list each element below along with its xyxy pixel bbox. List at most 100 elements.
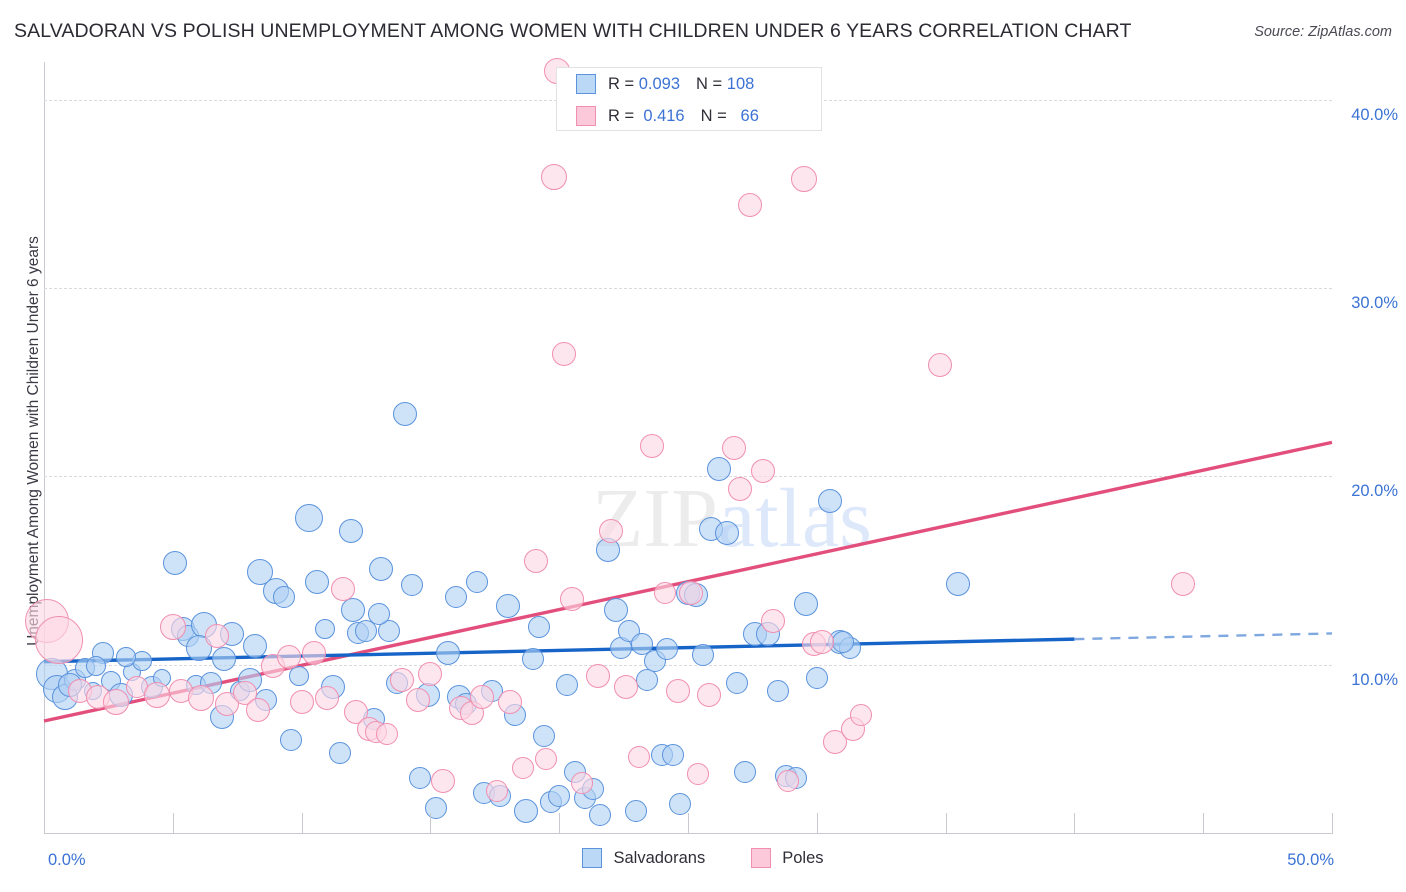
data-point-blue[interactable] — [338, 518, 363, 543]
data-point-pink[interactable] — [696, 682, 721, 707]
data-point-blue[interactable] — [656, 638, 679, 661]
data-point-pink[interactable] — [571, 772, 594, 795]
data-point-pink[interactable] — [1170, 571, 1195, 596]
data-point-blue[interactable] — [378, 619, 401, 642]
data-point-blue[interactable] — [527, 615, 550, 638]
data-point-pink[interactable] — [928, 353, 953, 378]
data-point-pink[interactable] — [653, 581, 676, 604]
data-point-blue[interactable] — [445, 585, 468, 608]
data-point-blue[interactable] — [314, 618, 335, 639]
data-point-pink[interactable] — [469, 684, 494, 709]
data-point-blue[interactable] — [495, 594, 520, 619]
data-point-blue[interactable] — [424, 796, 447, 819]
legend-item-poles[interactable]: Poles — [751, 848, 824, 868]
data-point-blue[interactable] — [85, 656, 106, 677]
data-point-pink[interactable] — [144, 681, 171, 708]
data-point-blue[interactable] — [436, 641, 461, 666]
data-point-pink[interactable] — [598, 518, 623, 543]
data-point-blue[interactable] — [635, 668, 658, 691]
data-point-pink[interactable] — [790, 165, 817, 192]
data-point-blue[interactable] — [555, 674, 578, 697]
data-point-blue[interactable] — [603, 597, 628, 622]
data-point-pink[interactable] — [276, 645, 301, 669]
data-point-pink[interactable] — [315, 686, 340, 711]
data-point-blue[interactable] — [305, 569, 330, 594]
data-point-pink[interactable] — [330, 577, 355, 602]
data-point-pink[interactable] — [560, 586, 585, 611]
data-point-pink[interactable] — [431, 769, 456, 794]
data-point-pink[interactable] — [585, 663, 610, 688]
data-point-blue[interactable] — [767, 679, 790, 702]
data-point-pink[interactable] — [678, 580, 703, 605]
data-point-pink[interactable] — [159, 613, 186, 640]
data-point-pink[interactable] — [289, 690, 314, 715]
data-point-blue[interactable] — [706, 456, 731, 481]
data-point-pink[interactable] — [498, 690, 523, 715]
data-point-blue[interactable] — [355, 619, 377, 642]
data-point-pink[interactable] — [628, 745, 651, 768]
data-point-pink[interactable] — [524, 548, 549, 573]
data-point-pink[interactable] — [552, 341, 577, 366]
data-point-blue[interactable] — [661, 743, 684, 766]
data-point-blue[interactable] — [817, 488, 842, 513]
data-point-blue[interactable] — [163, 550, 188, 575]
data-point-blue[interactable] — [946, 571, 971, 596]
data-point-pink[interactable] — [777, 770, 800, 793]
data-point-pink[interactable] — [639, 434, 664, 459]
data-point-blue[interactable] — [831, 630, 854, 653]
data-point-blue[interactable] — [409, 766, 432, 789]
data-point-pink[interactable] — [204, 624, 229, 649]
data-point-blue[interactable] — [513, 799, 538, 824]
data-point-pink[interactable] — [665, 678, 690, 703]
data-point-blue[interactable] — [341, 597, 366, 622]
data-point-blue[interactable] — [692, 644, 715, 667]
data-point-blue[interactable] — [212, 646, 237, 671]
data-point-pink[interactable] — [390, 667, 415, 692]
data-point-pink[interactable] — [535, 747, 558, 770]
data-point-blue[interactable] — [116, 647, 137, 667]
data-point-pink[interactable] — [809, 629, 834, 654]
data-point-blue[interactable] — [589, 804, 612, 827]
data-point-pink[interactable] — [486, 779, 509, 802]
data-point-pink[interactable] — [35, 616, 84, 665]
data-point-blue[interactable] — [329, 742, 352, 765]
data-point-blue[interactable] — [243, 633, 268, 658]
data-point-pink[interactable] — [737, 193, 762, 218]
data-point-pink[interactable] — [727, 477, 752, 502]
data-point-pink[interactable] — [188, 685, 215, 712]
data-point-pink[interactable] — [375, 723, 398, 746]
data-point-blue[interactable] — [280, 728, 303, 751]
data-point-blue[interactable] — [272, 585, 295, 608]
data-point-pink[interactable] — [750, 458, 775, 483]
data-point-blue[interactable] — [725, 672, 748, 695]
data-point-pink[interactable] — [687, 762, 710, 785]
data-point-blue[interactable] — [733, 760, 756, 783]
data-point-blue[interactable] — [401, 574, 424, 597]
data-point-blue[interactable] — [669, 792, 692, 815]
data-point-pink[interactable] — [418, 661, 443, 686]
data-point-blue[interactable] — [625, 800, 648, 823]
data-point-blue[interactable] — [392, 402, 417, 427]
data-point-pink[interactable] — [761, 609, 785, 634]
data-point-pink[interactable] — [541, 163, 568, 190]
data-point-pink[interactable] — [302, 641, 327, 666]
data-point-pink[interactable] — [722, 436, 747, 460]
data-point-blue[interactable] — [630, 632, 653, 655]
data-point-pink[interactable] — [614, 675, 639, 700]
legend-item-salvadorans[interactable]: Salvadorans — [582, 848, 705, 868]
data-point-blue[interactable] — [714, 520, 739, 545]
data-point-pink[interactable] — [245, 697, 270, 722]
data-point-blue[interactable] — [289, 665, 310, 686]
data-point-blue[interactable] — [465, 570, 488, 593]
data-point-blue[interactable] — [548, 785, 571, 808]
data-point-pink[interactable] — [103, 689, 130, 716]
data-point-blue[interactable] — [185, 634, 212, 661]
data-point-blue[interactable] — [805, 666, 828, 689]
data-point-blue[interactable] — [367, 602, 390, 625]
data-point-pink[interactable] — [459, 701, 484, 726]
data-point-pink[interactable] — [405, 688, 430, 713]
data-point-pink[interactable] — [512, 757, 535, 780]
data-point-blue[interactable] — [532, 725, 555, 748]
data-point-blue[interactable] — [522, 647, 545, 670]
data-point-blue[interactable] — [794, 592, 819, 617]
